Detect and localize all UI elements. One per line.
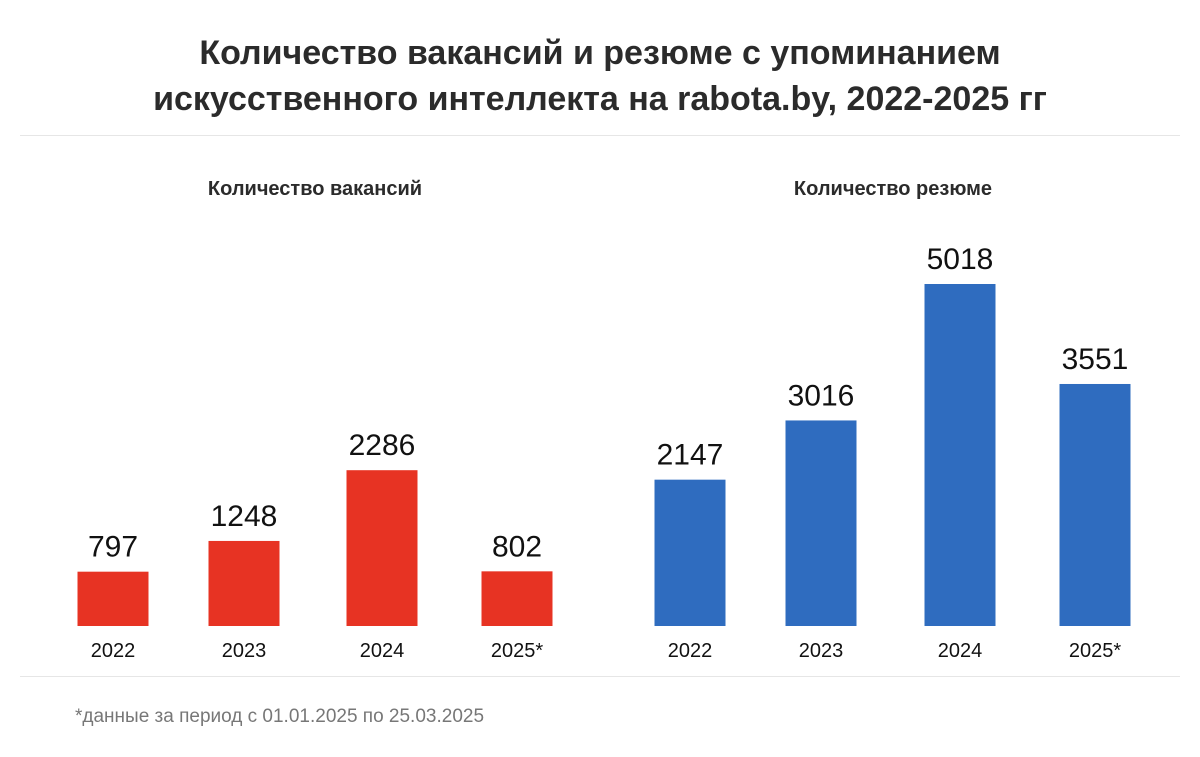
resumes-bar [654,479,726,626]
resumes-data-label: 5018 [927,243,994,276]
resumes-x-tick-label: 2023 [799,640,844,662]
footnote: *данные за период с 01.01.2025 по 25.03.… [75,706,485,727]
resumes-x-tick-label: 2024 [938,640,983,662]
vacancies-x-tick-label: 2025* [491,640,543,662]
vacancies-data-label: 2286 [349,429,416,462]
resumes-chart-title: Количество резюме [793,178,993,200]
chart-title: Количество вакансий и резюме с упоминани… [0,30,1200,122]
chart-title-line-1: Количество вакансий и резюме с упоминани… [199,34,1001,72]
vacancies-bar [208,540,280,626]
vacancies-bar [481,571,553,626]
resumes-bar [785,420,857,626]
vacancies-data-label: 802 [492,530,542,563]
resumes-x-tick-label: 2022 [668,640,713,662]
resumes-bar [924,284,996,626]
vacancies-x-tick-label: 2023 [222,640,267,662]
vacancies-bar [77,571,149,626]
vacancies-x-tick-label: 2024 [360,640,405,662]
vacancies-data-label: 1248 [211,500,278,533]
vacancies-data-label: 797 [88,531,138,564]
vacancies-chart-title: Количество вакансий [207,178,423,200]
top-divider [20,135,1180,136]
resumes-data-label: 3551 [1062,343,1129,376]
resumes-data-label: 2147 [657,439,724,472]
vacancies-bar [346,470,418,626]
chart-title-line-2: искусственного интеллекта на rabota.by, … [153,80,1047,118]
resumes-bar [1059,383,1131,626]
vacancies-x-tick-label: 2022 [91,640,136,662]
resumes-chart: 2147 2022 3016 2023 5018 2024 3551 2025* [654,243,1131,662]
vacancies-chart: 797 2022 1248 2023 2286 2024 802 2025* [77,429,553,662]
resumes-data-label: 3016 [788,379,855,412]
bottom-divider [20,676,1180,677]
resumes-x-tick-label: 2025* [1069,640,1121,662]
